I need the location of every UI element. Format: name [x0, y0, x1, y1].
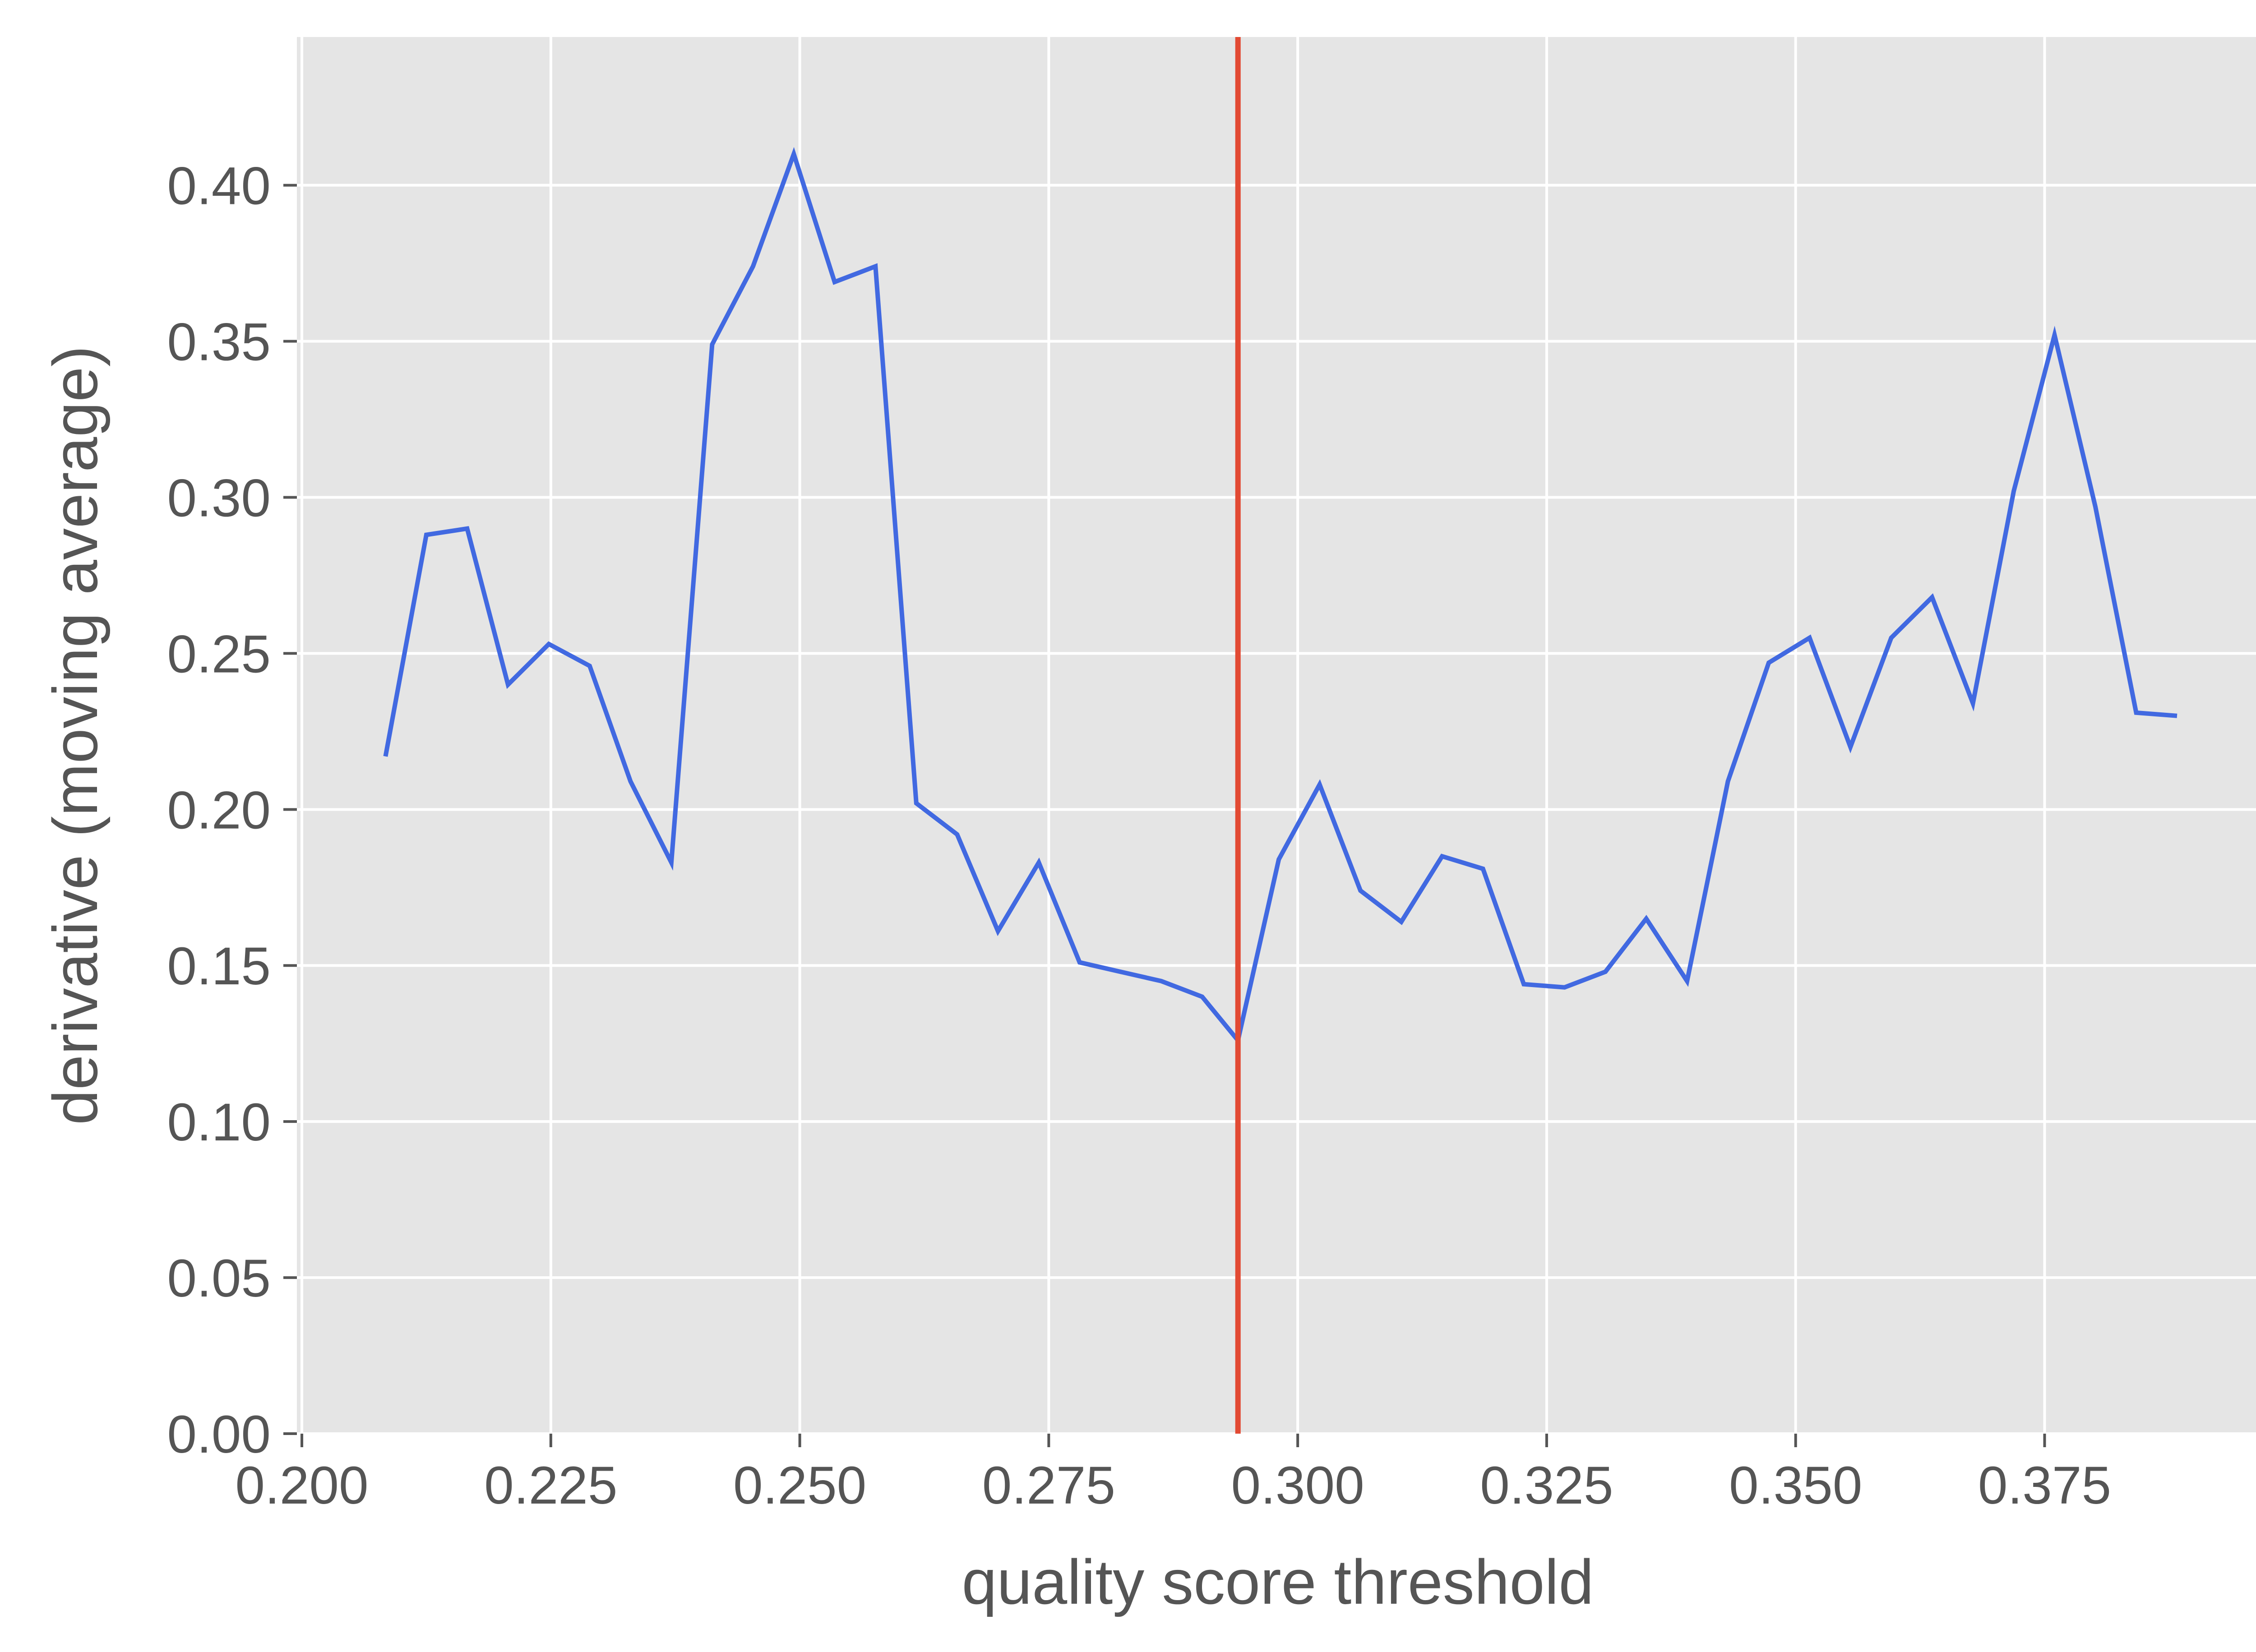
data-point [1078, 961, 1081, 964]
data-point [1727, 780, 1729, 783]
data-point [629, 780, 632, 783]
y-tick-label: 0.00 [167, 1405, 271, 1464]
data-point [547, 643, 550, 646]
plot-area-background [297, 37, 2256, 1434]
x-tick-label: 0.200 [235, 1456, 368, 1515]
data-point [2176, 715, 2178, 717]
data-point [1119, 970, 1122, 973]
data-point [588, 664, 591, 667]
data-point [752, 265, 754, 268]
data-point [1037, 861, 1040, 864]
y-tick-label: 0.05 [167, 1249, 271, 1308]
data-point [1849, 746, 1852, 748]
data-point [1972, 702, 1974, 705]
data-point [1686, 980, 1688, 983]
y-axis-label: derivative (moving average) [40, 346, 111, 1125]
y-tick-label: 0.40 [167, 157, 271, 216]
data-point [425, 533, 428, 536]
data-point [1767, 661, 1770, 664]
data-point [1890, 637, 1893, 639]
data-point [1563, 986, 1566, 989]
x-tick-label: 0.325 [1480, 1456, 1613, 1515]
data-point [2012, 490, 2015, 493]
x-tick-label: 0.250 [733, 1456, 866, 1515]
data-point [711, 343, 713, 346]
data-point [1522, 983, 1525, 986]
y-tick-label: 0.25 [167, 624, 271, 684]
data-point [1160, 980, 1163, 983]
data-point [2094, 505, 2097, 508]
data-point [1931, 596, 1933, 599]
data-point [1482, 868, 1484, 870]
x-tick-label: 0.275 [982, 1456, 1115, 1515]
y-tick-label: 0.30 [167, 468, 271, 528]
data-point [1400, 920, 1403, 923]
y-tick-label: 0.20 [167, 780, 271, 840]
data-point [956, 833, 958, 836]
series-line [383, 147, 2177, 1046]
data-point [1604, 970, 1607, 973]
data-point [1277, 858, 1280, 861]
x-axis-label: quality score threshold [962, 1546, 1594, 1617]
data-point [2135, 711, 2138, 714]
x-tick-label: 0.225 [484, 1456, 617, 1515]
y-tick-label: 0.35 [167, 313, 271, 372]
data-point [997, 930, 999, 932]
data-point [1645, 917, 1648, 920]
data-point [1808, 637, 1811, 639]
data-point [466, 527, 468, 530]
data-point [384, 755, 387, 758]
y-tick-label: 0.15 [167, 937, 271, 996]
data-point [833, 281, 836, 283]
data-point [915, 802, 918, 804]
x-tick-label: 0.375 [1978, 1456, 2111, 1515]
data-point [1359, 889, 1362, 892]
x-tick-label: 0.350 [1729, 1456, 1862, 1515]
y-tick-label: 0.10 [167, 1093, 271, 1152]
data-point [2053, 334, 2056, 337]
data-point [1441, 855, 1443, 858]
data-point [1318, 783, 1321, 786]
x-tick-label: 0.300 [1231, 1456, 1364, 1515]
data-point [507, 683, 509, 686]
data-point [1201, 995, 1203, 998]
data-point [670, 861, 673, 864]
data-point [792, 152, 795, 155]
data-point [874, 265, 877, 268]
